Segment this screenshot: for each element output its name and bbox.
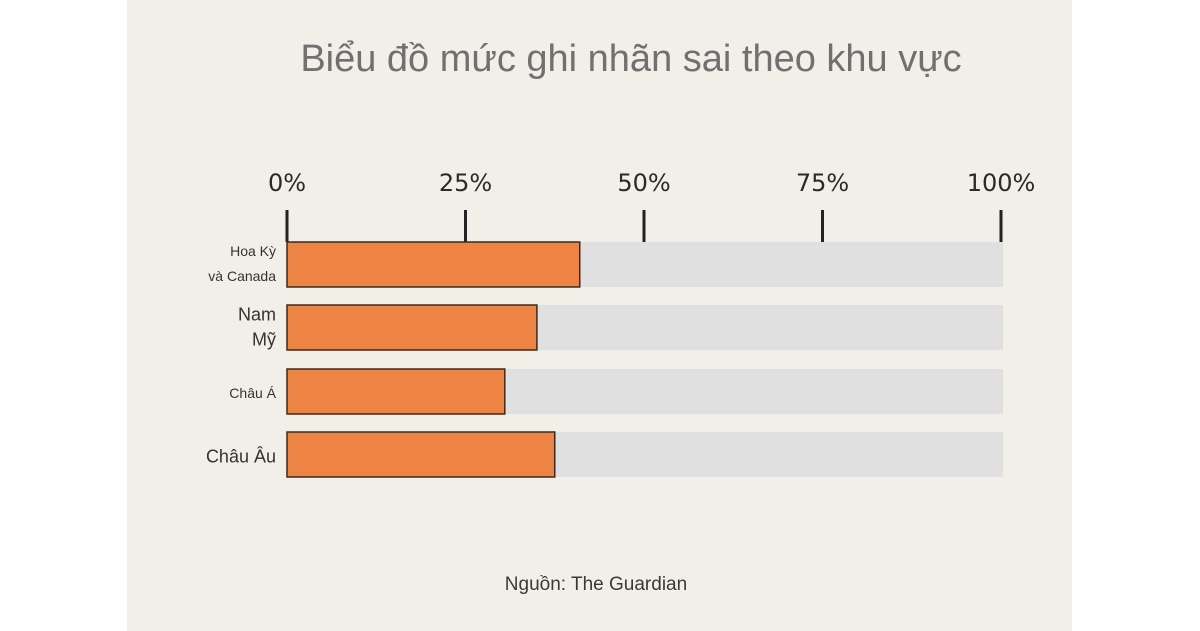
category-label: và Canada [208, 268, 276, 284]
chart-title: Biểu đồ mức ghi nhãn sai theo khu vực [300, 38, 962, 80]
source-note: Nguồn: The Guardian [504, 574, 688, 595]
category-label: Mỹ [252, 329, 276, 349]
x-axis-tick-label: 25% [439, 169, 492, 197]
bar [286, 368, 506, 415]
bar [286, 304, 538, 351]
x-axis-tick-label: 50% [617, 169, 670, 197]
x-axis-tick-label: 75% [796, 169, 849, 197]
bar [286, 431, 556, 478]
x-axis-tick-label: 100% [967, 169, 1036, 197]
category-label: Châu Âu [206, 446, 276, 466]
x-axis-tick-label: 0% [268, 169, 306, 197]
category-label: Châu Á [229, 385, 276, 401]
bar [286, 241, 581, 288]
category-label: Hoa Kỳ [230, 243, 276, 259]
category-label: Nam [238, 304, 276, 324]
